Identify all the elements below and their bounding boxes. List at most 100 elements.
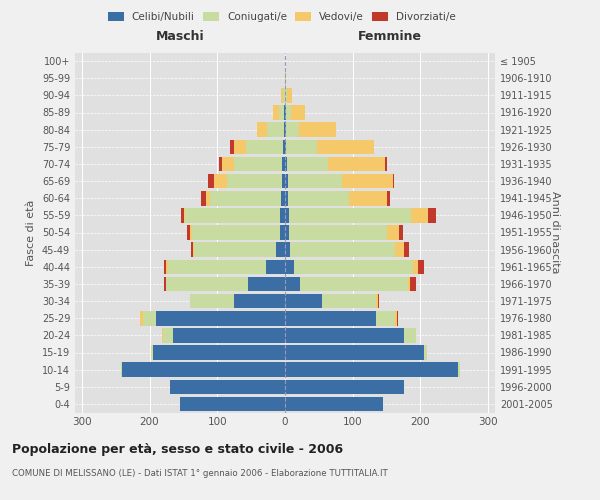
Bar — [285, 260, 295, 274]
Bar — [289, 225, 387, 240]
Bar — [285, 71, 286, 86]
Bar — [287, 156, 328, 171]
Bar — [279, 105, 284, 120]
Bar — [328, 156, 385, 171]
Bar — [281, 191, 285, 206]
Bar — [166, 260, 168, 274]
Bar — [404, 242, 409, 257]
Bar — [408, 276, 410, 291]
Bar — [184, 208, 185, 222]
Bar — [208, 174, 214, 188]
Bar — [285, 88, 287, 102]
Bar — [299, 122, 337, 137]
Bar — [413, 260, 418, 274]
Bar — [173, 328, 285, 342]
Bar — [288, 174, 342, 188]
Bar — [458, 362, 460, 377]
Bar — [285, 156, 287, 171]
Bar — [190, 294, 234, 308]
Y-axis label: Fasce di età: Fasce di età — [26, 200, 36, 266]
Bar — [234, 156, 281, 171]
Bar — [210, 191, 281, 206]
Bar — [400, 225, 403, 240]
Bar — [280, 208, 285, 222]
Legend: Celibi/Nubili, Coniugati/e, Vedovi/e, Divorziati/e: Celibi/Nubili, Coniugati/e, Vedovi/e, Di… — [104, 8, 460, 26]
Bar — [257, 122, 267, 137]
Bar — [190, 225, 191, 240]
Bar — [122, 362, 285, 377]
Bar — [286, 122, 299, 137]
Bar — [283, 140, 285, 154]
Bar — [248, 276, 285, 291]
Bar — [267, 122, 284, 137]
Bar — [246, 140, 283, 154]
Bar — [285, 208, 289, 222]
Bar — [187, 225, 190, 240]
Bar — [387, 225, 400, 240]
Bar — [285, 396, 383, 411]
Bar — [411, 208, 428, 222]
Bar — [378, 294, 379, 308]
Bar — [397, 311, 398, 326]
Bar — [385, 156, 386, 171]
Bar — [284, 105, 285, 120]
Bar — [193, 242, 194, 257]
Bar — [285, 276, 300, 291]
Text: Maschi: Maschi — [155, 30, 205, 43]
Bar — [285, 242, 290, 257]
Bar — [290, 242, 395, 257]
Bar — [286, 140, 317, 154]
Bar — [285, 174, 288, 188]
Bar — [121, 362, 122, 377]
Bar — [284, 122, 285, 137]
Bar — [170, 380, 285, 394]
Bar — [424, 345, 427, 360]
Bar — [234, 294, 285, 308]
Bar — [342, 174, 393, 188]
Bar — [281, 156, 285, 171]
Bar — [222, 156, 234, 171]
Bar — [168, 260, 266, 274]
Bar — [285, 380, 404, 394]
Bar — [285, 105, 286, 120]
Bar — [140, 311, 143, 326]
Bar — [285, 191, 289, 206]
Bar — [185, 208, 280, 222]
Bar — [164, 260, 166, 274]
Bar — [289, 191, 349, 206]
Bar — [285, 294, 322, 308]
Bar — [266, 260, 285, 274]
Bar — [285, 311, 376, 326]
Bar — [214, 174, 227, 188]
Text: Femmine: Femmine — [358, 30, 422, 43]
Bar — [285, 328, 404, 342]
Bar — [285, 362, 458, 377]
Bar — [156, 311, 285, 326]
Bar — [191, 242, 193, 257]
Bar — [274, 105, 279, 120]
Bar — [291, 105, 305, 120]
Bar — [289, 208, 411, 222]
Bar — [166, 276, 248, 291]
Bar — [428, 208, 436, 222]
Bar — [376, 311, 395, 326]
Bar — [180, 396, 285, 411]
Bar — [322, 294, 376, 308]
Bar — [317, 140, 374, 154]
Bar — [410, 276, 416, 291]
Bar — [151, 345, 153, 360]
Bar — [285, 225, 289, 240]
Text: Popolazione per età, sesso e stato civile - 2006: Popolazione per età, sesso e stato civil… — [12, 442, 343, 456]
Bar — [153, 345, 285, 360]
Bar — [300, 276, 408, 291]
Bar — [162, 328, 163, 342]
Bar — [285, 122, 286, 137]
Bar — [281, 88, 283, 102]
Bar — [393, 174, 394, 188]
Bar — [376, 294, 378, 308]
Text: COMUNE DI MELISSANO (LE) - Dati ISTAT 1° gennaio 2006 - Elaborazione TUTTITALIA.: COMUNE DI MELISSANO (LE) - Dati ISTAT 1°… — [12, 469, 388, 478]
Bar — [181, 208, 184, 222]
Bar — [285, 345, 424, 360]
Bar — [275, 242, 285, 257]
Bar — [395, 242, 404, 257]
